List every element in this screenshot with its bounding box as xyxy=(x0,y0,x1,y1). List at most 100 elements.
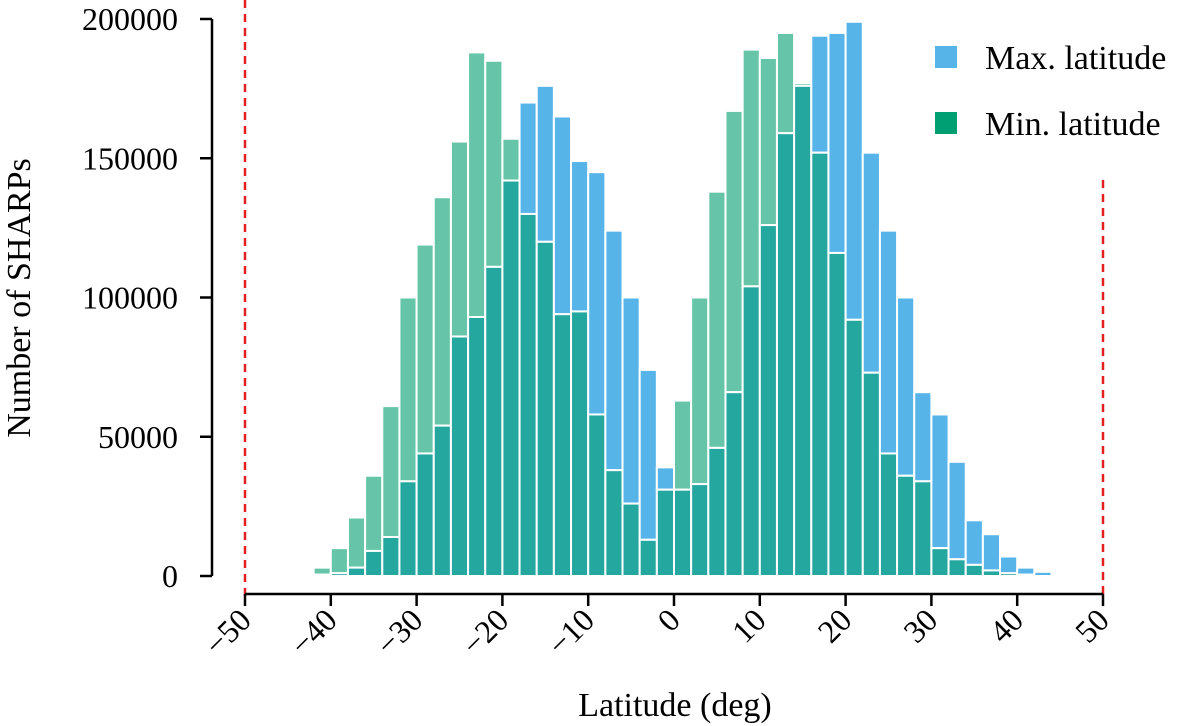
bar-overlap xyxy=(449,335,470,577)
bar-overlap xyxy=(329,572,349,578)
bar-overlap xyxy=(381,536,401,578)
bar-overlap xyxy=(655,488,676,578)
bar-overlap xyxy=(999,572,1019,578)
bar-overlap xyxy=(415,452,435,577)
bar-max-only xyxy=(1016,566,1036,576)
bar-min-only xyxy=(484,59,504,268)
y-tick-label: 50000 xyxy=(98,419,178,455)
bar-min-only xyxy=(707,190,727,449)
bar-overlap xyxy=(913,480,933,577)
y-tick-label: 100000 xyxy=(82,280,178,316)
bar-min-only xyxy=(758,56,778,227)
bar-overlap xyxy=(535,240,555,578)
bar-overlap xyxy=(467,315,487,577)
bar-overlap xyxy=(878,452,899,577)
bar-max-only xyxy=(896,296,916,477)
bar-min-only xyxy=(501,137,521,182)
x-tick-label: −50 xyxy=(197,601,258,662)
bar-overlap xyxy=(964,563,984,577)
bar-overlap xyxy=(724,391,744,577)
bar-max-only xyxy=(1050,573,1070,577)
legend-swatch-max-latitude xyxy=(935,46,957,68)
x-tick-label: −40 xyxy=(283,601,344,662)
bar-max-only xyxy=(930,413,950,550)
y-tick-label: 200000 xyxy=(82,1,178,37)
bar-overlap xyxy=(793,84,813,577)
bar-overlap xyxy=(758,224,778,577)
bar-min-only xyxy=(346,516,367,569)
bar-overlap xyxy=(312,573,332,577)
bar-max-only xyxy=(604,229,624,472)
y-tick-label: 150000 xyxy=(82,140,178,176)
bar-max-only xyxy=(810,34,830,154)
bar-overlap xyxy=(432,424,452,577)
bar-overlap xyxy=(621,502,641,577)
bar-min-only xyxy=(775,31,796,135)
x-tick-label: 0 xyxy=(650,601,687,638)
bar-max-only xyxy=(638,368,658,541)
bar-overlap xyxy=(896,474,916,577)
bar-overlap xyxy=(930,547,950,578)
y-tick-label: 0 xyxy=(162,558,178,594)
bar-overlap xyxy=(861,371,881,577)
bar-overlap xyxy=(741,285,761,577)
bar-overlap xyxy=(827,251,847,577)
bar-min-only xyxy=(741,48,761,288)
bar-min-only xyxy=(467,51,487,318)
bars-layer xyxy=(295,20,1070,578)
legend-label-min-latitude: Min. latitude xyxy=(985,106,1161,143)
bar-overlap xyxy=(570,310,590,577)
bar-overlap xyxy=(1016,573,1036,577)
bar-overlap xyxy=(775,132,796,577)
bar-max-only xyxy=(964,519,984,566)
x-tick-label: 40 xyxy=(982,601,1030,649)
bar-max-only xyxy=(999,555,1019,575)
bar-overlap xyxy=(844,318,864,577)
bar-overlap xyxy=(638,538,658,577)
bar-overlap xyxy=(346,566,367,578)
bar-min-only xyxy=(398,296,418,483)
bar-min-only xyxy=(673,399,693,491)
bar-max-only xyxy=(878,229,899,455)
bar-overlap xyxy=(604,469,624,578)
bar-max-only xyxy=(570,160,590,313)
legend-label-max-latitude: Max. latitude xyxy=(985,40,1166,77)
bar-max-only xyxy=(913,391,933,483)
bar-overlap xyxy=(398,480,418,577)
bar-overlap xyxy=(518,212,538,577)
bar-max-only xyxy=(827,31,847,254)
legend-swatch-min-latitude xyxy=(935,112,957,134)
bar-max-only xyxy=(655,466,676,491)
bar-max-only xyxy=(1033,570,1053,578)
bar-max-only xyxy=(947,460,967,561)
bar-overlap xyxy=(810,151,830,577)
bar-max-only xyxy=(861,151,881,374)
x-tick-label: 10 xyxy=(725,601,773,649)
x-tick-label: 20 xyxy=(810,601,858,649)
bar-max-only xyxy=(518,101,538,215)
bar-min-only xyxy=(690,296,710,486)
bar-overlap xyxy=(690,483,710,577)
bar-max-only xyxy=(552,115,573,316)
bar-min-only xyxy=(295,573,315,577)
axes xyxy=(200,0,1105,606)
bar-overlap xyxy=(981,569,1002,577)
bar-min-only xyxy=(312,566,332,576)
bar-overlap xyxy=(947,558,967,577)
bar-max-only xyxy=(535,84,555,243)
bar-max-only xyxy=(621,296,641,505)
x-axis-label: Latitude (deg) xyxy=(578,687,772,724)
bar-overlap xyxy=(484,265,504,577)
bar-min-only xyxy=(364,474,384,552)
bar-max-only xyxy=(587,171,607,416)
bar-overlap xyxy=(501,179,521,577)
bar-max-only xyxy=(981,533,1002,572)
bar-overlap xyxy=(673,488,693,578)
bar-max-only xyxy=(844,20,864,321)
bar-overlap xyxy=(552,313,573,577)
bar-min-only xyxy=(724,109,744,394)
bar-overlap xyxy=(707,446,727,578)
bar-min-only xyxy=(449,140,470,338)
bar-min-only xyxy=(381,405,401,539)
